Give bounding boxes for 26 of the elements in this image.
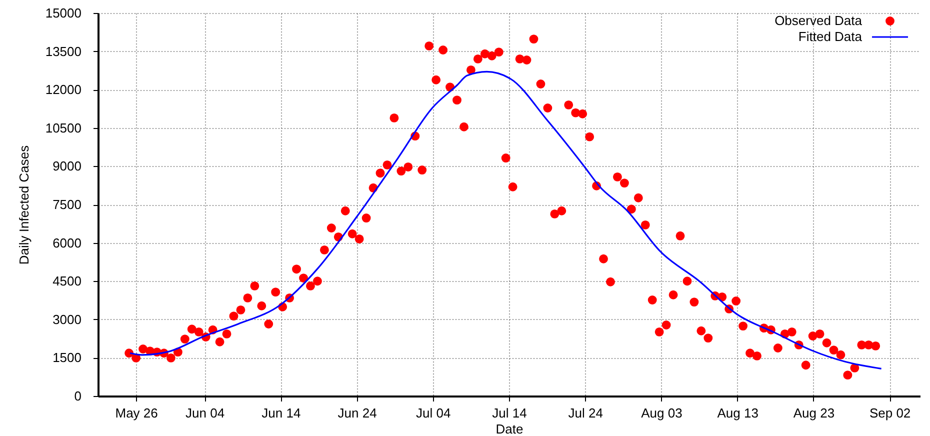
y-tick-label: 4500 xyxy=(52,274,82,289)
x-tick-label: Jul 04 xyxy=(416,406,451,420)
y-tick-label: 10500 xyxy=(45,120,82,136)
x-axis-title: Date xyxy=(496,422,524,436)
y-tick-label: 1500 xyxy=(52,350,82,366)
x-tick-label: Jun 24 xyxy=(338,406,377,420)
x-tick-label: Aug 13 xyxy=(717,406,758,420)
legend-label: Observed Data xyxy=(774,13,863,28)
x-tick-label: May 26 xyxy=(115,406,158,420)
y-tick-label: 12000 xyxy=(45,82,82,98)
y-tick-label: 3000 xyxy=(52,312,82,327)
y-axis-title: Daily Infected Cases xyxy=(16,144,32,265)
legend-label: Fitted Data xyxy=(798,29,863,44)
x-tick-label: Aug 23 xyxy=(793,406,835,420)
x-tick-label: Jun 14 xyxy=(262,406,301,420)
x-tick-label: Sep 02 xyxy=(869,406,911,420)
x-tick-label: Aug 03 xyxy=(641,406,682,420)
y-tick-label: 9000 xyxy=(52,158,82,174)
y-tick-label: 0 xyxy=(74,388,82,404)
y-tick-label: 6000 xyxy=(52,235,82,250)
y-tick-label: 7500 xyxy=(52,197,82,212)
x-tick-label: Jun 04 xyxy=(186,406,225,420)
x-tick-label: Jul 24 xyxy=(568,406,603,420)
x-tick-label: Jul 14 xyxy=(492,406,527,420)
y-tick-label: 13500 xyxy=(45,44,82,59)
y-tick-label: 15000 xyxy=(45,6,82,20)
